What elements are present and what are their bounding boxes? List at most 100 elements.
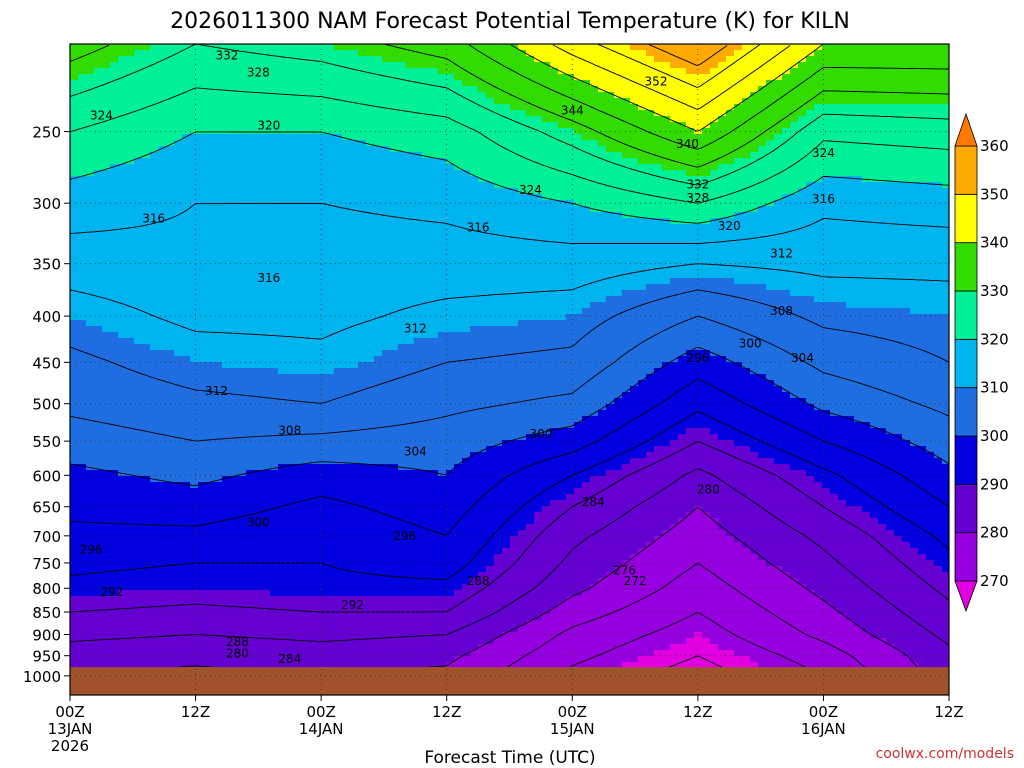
colorbar-label-360: 360	[980, 137, 1009, 155]
contour-340	[510, 44, 949, 132]
contour-lines	[70, 44, 949, 695]
colorbar-label-280: 280	[980, 524, 1009, 542]
contour-348	[597, 44, 761, 88]
contour-label-7: 332	[686, 177, 709, 191]
contour-label-10: 324	[812, 146, 835, 160]
x-tick-label-3-0: 12Z	[432, 703, 461, 721]
contour-label-14: 316	[467, 220, 490, 234]
contour-label-1: 328	[247, 65, 270, 79]
contour-label-25: 300	[529, 427, 552, 441]
contour-332	[70, 44, 949, 168]
y-tick-label-500: 500	[32, 396, 61, 414]
colorbar-label-310: 310	[980, 379, 1009, 397]
contour-label-3: 320	[257, 118, 280, 132]
y-tick-label-250: 250	[32, 124, 61, 142]
y-tick-label-800: 800	[32, 580, 61, 598]
contour-352	[648, 44, 728, 66]
contour-344	[552, 44, 791, 110]
contour-label-26: 300	[247, 516, 270, 530]
contour-312	[70, 263, 949, 340]
contour-label-16: 316	[257, 271, 280, 285]
y-tick-label-850: 850	[32, 604, 61, 622]
x-tick-label-6-0: 00Z	[809, 703, 838, 721]
contour-316	[70, 203, 949, 244]
plot-area	[70, 44, 949, 695]
y-tick-label-650: 650	[32, 499, 61, 517]
colorbar-band-300	[954, 387, 978, 437]
y-tick-label-700: 700	[32, 528, 61, 546]
contour-label-8: 328	[686, 191, 709, 205]
colorbar-extend-low	[954, 580, 978, 613]
colorbar-band-270	[954, 532, 978, 582]
x-tick-label-0-1: 13JAN	[48, 720, 93, 738]
colorbar-label-340: 340	[980, 234, 1009, 252]
x-tick-label-4-0: 00Z	[558, 703, 587, 721]
x-tick-label-5-0: 12Z	[683, 703, 712, 721]
credit-link[interactable]: coolwx.com/models	[876, 746, 1014, 762]
contour-320	[70, 131, 949, 224]
contour-label-23: 308	[278, 423, 301, 437]
colorbar-label-330: 330	[980, 282, 1009, 300]
contour-288	[70, 441, 949, 613]
contour-labels: 3323283243203523443403323283243243163203…	[79, 49, 834, 666]
y-tick-label-350: 350	[32, 256, 61, 274]
x-tick-label-2-0: 00Z	[306, 703, 335, 721]
contour-292	[70, 411, 949, 581]
colorbar-band-310	[954, 338, 978, 389]
colorbar-label-350: 350	[980, 185, 1009, 203]
plot-frame	[69, 43, 950, 696]
y-axis: 250 300 350 400 450 500 550 600 650 700 750 800 850 9…	[23, 124, 70, 686]
x-tick-label-2-1: 14JAN	[299, 720, 344, 738]
x-tick-label-7-0: 12Z	[934, 703, 963, 721]
contour-336	[468, 44, 949, 150]
x-tick-label-6-1: 16JAN	[801, 720, 846, 738]
contour-label-21: 304	[791, 351, 814, 365]
colorbar-extend-high	[954, 112, 978, 147]
colorbar-band-340	[954, 193, 978, 244]
contour-label-35: 292	[341, 598, 364, 612]
contour-label-12: 320	[718, 219, 741, 233]
colorbar-label-300: 300	[980, 427, 1009, 445]
grid-lines	[70, 44, 949, 695]
contour-label-2: 324	[90, 109, 113, 123]
contour-296	[70, 378, 949, 536]
contour-label-17: 312	[404, 322, 427, 336]
contour-label-9: 324	[519, 183, 542, 197]
colorbar-label-320: 320	[980, 330, 1009, 348]
contour-300	[70, 346, 949, 487]
y-tick-label-750: 750	[32, 555, 61, 573]
contour-label-31: 276	[613, 564, 636, 578]
contour-label-18: 308	[770, 304, 793, 318]
x-tick-label-0-2: 2026	[51, 737, 89, 755]
ground-surface	[70, 667, 949, 695]
contour-label-20: 296	[686, 351, 709, 365]
x-tick-label-0-0: 00Z	[55, 703, 84, 721]
contour-label-27: 284	[582, 495, 605, 509]
colorbar-band-350	[954, 145, 978, 195]
x-tick-label-4-1: 15JAN	[550, 720, 595, 738]
contour-284	[70, 468, 949, 646]
y-tick-label-900: 900	[32, 626, 61, 644]
contour-label-37: 280	[226, 647, 249, 661]
y-tick-label-550: 550	[32, 433, 61, 451]
contour-308	[70, 289, 949, 404]
y-tick-label-450: 450	[32, 354, 61, 372]
contour-label-28: 280	[697, 482, 720, 496]
contour-label-6: 340	[676, 137, 699, 151]
y-tick-label-950: 950	[32, 648, 61, 666]
y-tick-label-1000: 1000	[23, 668, 61, 686]
contour-label-22: 312	[205, 384, 228, 398]
contour-label-38: 284	[278, 652, 301, 666]
contour-label-24: 304	[404, 445, 427, 459]
contour-276	[465, 563, 890, 695]
colorbar-band-290	[954, 435, 978, 485]
contour-label-29: 296	[393, 529, 416, 543]
contour-304	[70, 316, 949, 442]
colorbar-label-290: 290	[980, 475, 1009, 493]
contour-328	[70, 44, 949, 186]
contour-label-19: 300	[739, 337, 762, 351]
contour-label-36: 288	[226, 635, 249, 649]
chart-title: 2026011300 NAM Forecast Potential Temper…	[170, 9, 850, 34]
contour-label-5: 344	[561, 104, 584, 118]
